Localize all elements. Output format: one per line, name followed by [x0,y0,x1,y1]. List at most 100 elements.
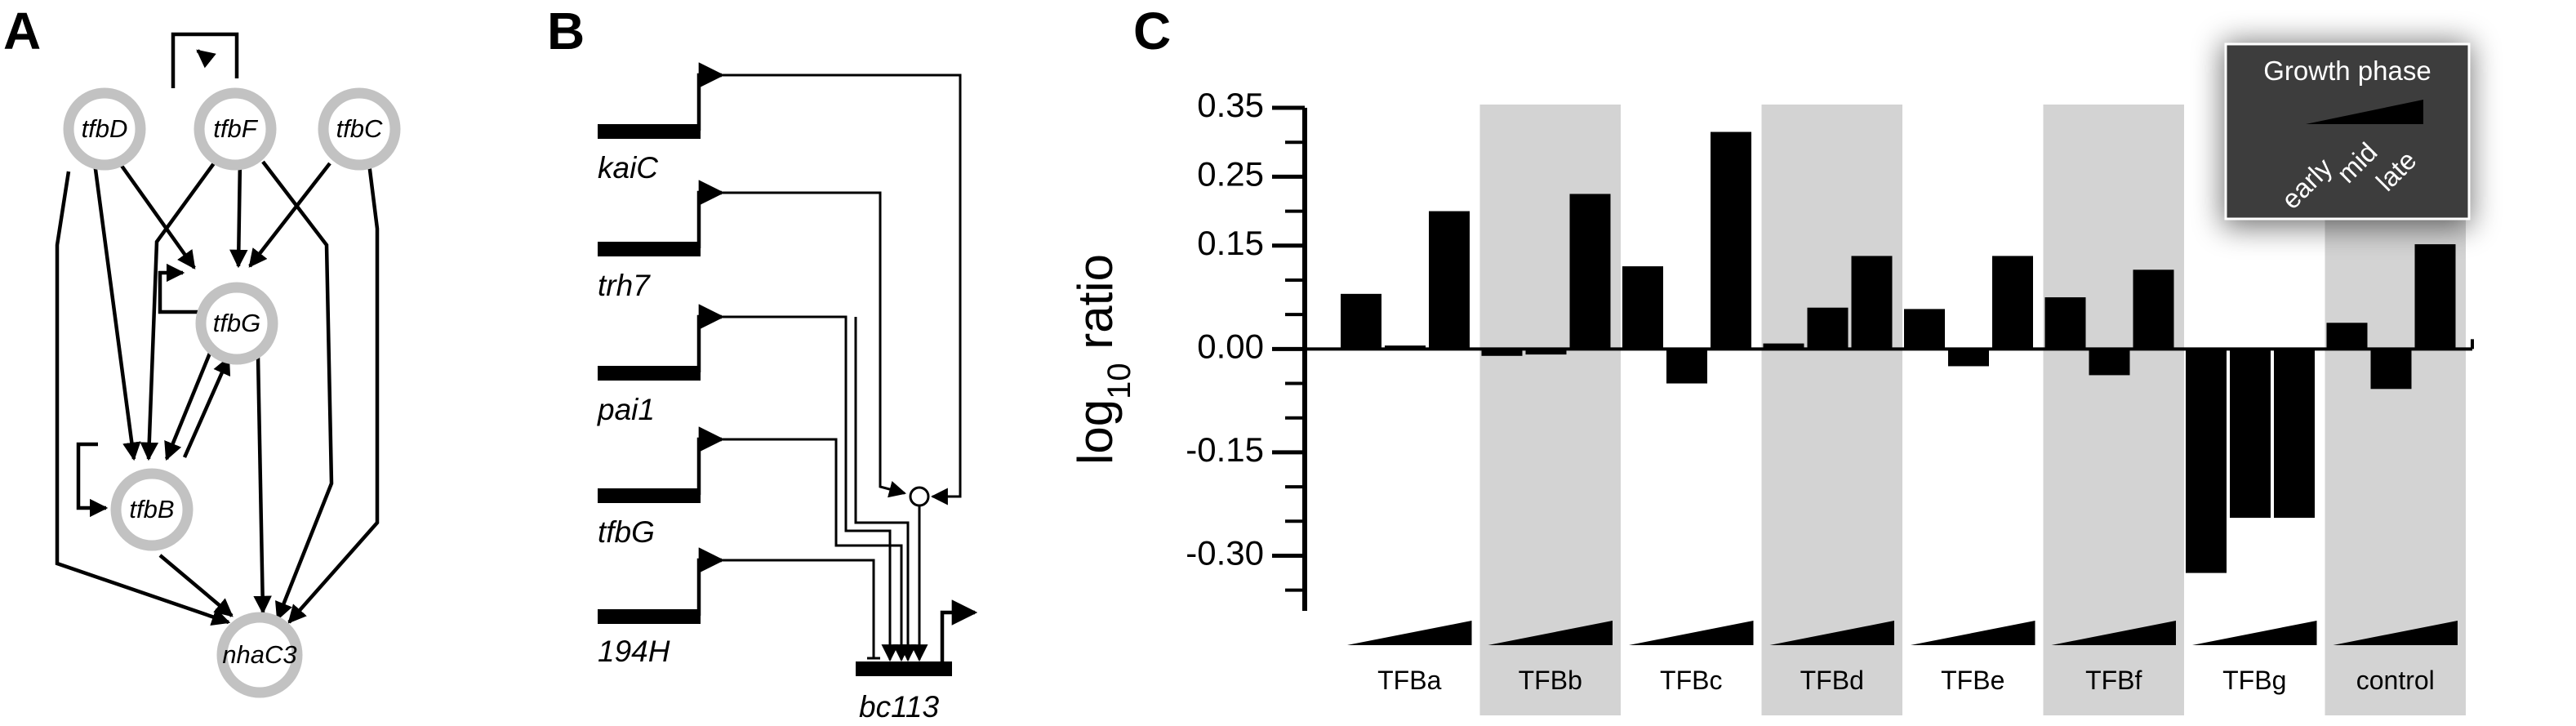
gene-label-trh7: trh7 [598,269,651,302]
panel-c-label: C [1133,2,1171,60]
node-label-tfbD: tfbD [82,114,128,143]
bar-TFBe-mid [1948,349,1989,367]
edge-tfbF-tfbG [229,159,248,269]
group-label-control: control [2356,666,2435,695]
gene-label-kaiC: kaiC [598,151,658,185]
edge-tfbG-self [158,263,206,314]
gene-pai1: pai1 [597,304,725,426]
bar-TFBa-early [1341,293,1381,350]
phase-wedge-TFBg [2192,621,2317,645]
node-label-tfbG: tfbG [213,309,261,337]
bar-TFBf-late [2133,269,2174,350]
edge-tfbD-tfbG [116,158,196,269]
edge-tfbB-nhaC3 [158,554,234,617]
edge-tfbF-self [171,32,239,88]
gene-kaiC: kaiC [598,62,725,185]
gene-label-pai1: pai1 [597,393,655,426]
node-tfbG: tfbG [195,282,278,365]
y-tick-label: 0.35 [1197,86,1264,124]
edge-tfbF-tfbB [140,162,216,461]
wire-tfbG [719,438,910,662]
gene-label-194H: 194H [598,635,670,668]
gene-bc113: bc113 [856,599,978,724]
group-label-TFBf: TFBf [2085,666,2142,695]
bar-TFBb-early [1481,349,1523,356]
bar-TFBc-late [1711,131,1751,350]
panel-c-chart: C log10 ratio -0.30 -0.15 0.00 0.15 0.25 0.35… [1068,2,2474,715]
bar-TFBd-mid [1807,307,1849,350]
edge-tfbB-tfbG [182,355,231,458]
group-label-TFBc: TFBc [1660,666,1722,695]
bar-TFBe-early [1904,309,1945,350]
edge-tfbG-nhaC3 [253,355,272,615]
legend: Growth phase early mid late [2222,42,2471,227]
edge-tfbC-nhaC3 [287,163,380,624]
gene-trh7: trh7 [598,180,725,302]
bar-TFBd-early [1763,343,1804,350]
gene-194H: 194H [598,547,725,668]
gene-label-bc113: bc113 [859,690,939,724]
group-labels: TFBa TFBb TFBc TFBd TFBe TFBf TFBg control [1377,666,2435,695]
edge-tfbF-self-arrow [196,49,216,69]
edge-tfbF-nhaC3 [261,160,334,621]
bar-TFBb-mid [1525,349,1567,355]
bar-TFBf-early [2044,297,2086,350]
node-tfbF: tfbF [194,87,277,171]
logic-gate [909,486,930,507]
network-edges [55,32,380,626]
node-label-nhaC3: nhaC3 [222,640,296,669]
bar-TFBa-mid [1385,345,1426,350]
y-tick-label: 0.15 [1197,224,1264,262]
bar-control-early [2326,323,2368,350]
y-tick-label: -0.30 [1186,534,1264,572]
gene-label-tfbG: tfbG [598,515,655,549]
node-tfbD: tfbD [63,87,146,171]
group-label-TFBe: TFBe [1941,666,2004,695]
bar-TFBg-mid [2230,349,2271,519]
phase-wedges [1347,621,2458,645]
phase-wedge-TFBf [2051,621,2176,645]
phase-wedge-TFBc [1629,621,1754,645]
y-axis-title: log10 ratio [1068,254,1137,465]
legend-wedge [2306,100,2423,124]
circuit-wires [719,73,962,662]
bar-TFBd-late [1851,256,1893,350]
bars [1305,131,2474,573]
bar-control-mid [2370,349,2412,390]
edge-tfbB-self [76,442,109,518]
wire-pai1-b [854,317,917,662]
panel-b-circuit: B kaiC trh7 pai1 tfbG 194H [547,2,978,724]
wire-194H [719,559,875,658]
node-tfbB: tfbB [110,468,194,551]
group-label-TFBa: TFBa [1377,666,1441,695]
group-shade-TFBd [1761,105,1902,715]
y-tick-label: 0.00 [1197,327,1264,365]
gene-tfbG-promoter: tfbG [598,426,725,549]
bar-TFBg-early [2186,349,2227,573]
group-label-TFBg: TFBg [2222,666,2286,695]
node-tfbC: tfbC [318,87,401,171]
wire-pai1 [719,315,899,662]
y-axis: -0.30 -0.15 0.00 0.15 0.25 0.35 [1186,86,1307,611]
bar-TFBb-late [1569,194,1611,350]
group-label-TFBb: TFBb [1519,666,1582,695]
node-nhaC3: nhaC3 [216,612,303,698]
edge-tfbC-tfbG [248,162,331,268]
wire-kaiC [719,73,962,506]
node-label-tfbF: tfbF [213,114,258,143]
wire-trh7 [719,191,907,498]
panel-a-label: A [3,2,41,60]
bar-TFBc-early [1622,266,1663,350]
phase-wedge-TFBb [1488,621,1613,645]
bar-TFBc-mid [1666,349,1707,384]
bar-control-late [2414,244,2456,350]
bar-TFBe-late [1992,256,2033,350]
phase-wedge-TFBa [1347,621,1472,645]
group-label-TFBd: TFBd [1800,666,1864,695]
node-label-tfbC: tfbC [336,114,383,143]
bar-TFBa-late [1429,211,1470,350]
edge-tfbG-tfbB [164,350,213,461]
node-label-tfbB: tfbB [129,495,174,523]
phase-wedge-TFBe [1911,621,2035,645]
